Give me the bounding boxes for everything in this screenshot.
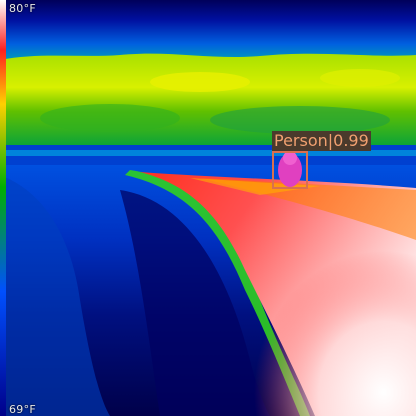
person-bounding-box [272,151,308,189]
detection-label: Person|0.99 [272,131,371,151]
scale-min-label: 69°F [9,403,37,416]
scale-max-label: 80°F [9,2,37,15]
temperature-scale-bar [0,0,6,416]
